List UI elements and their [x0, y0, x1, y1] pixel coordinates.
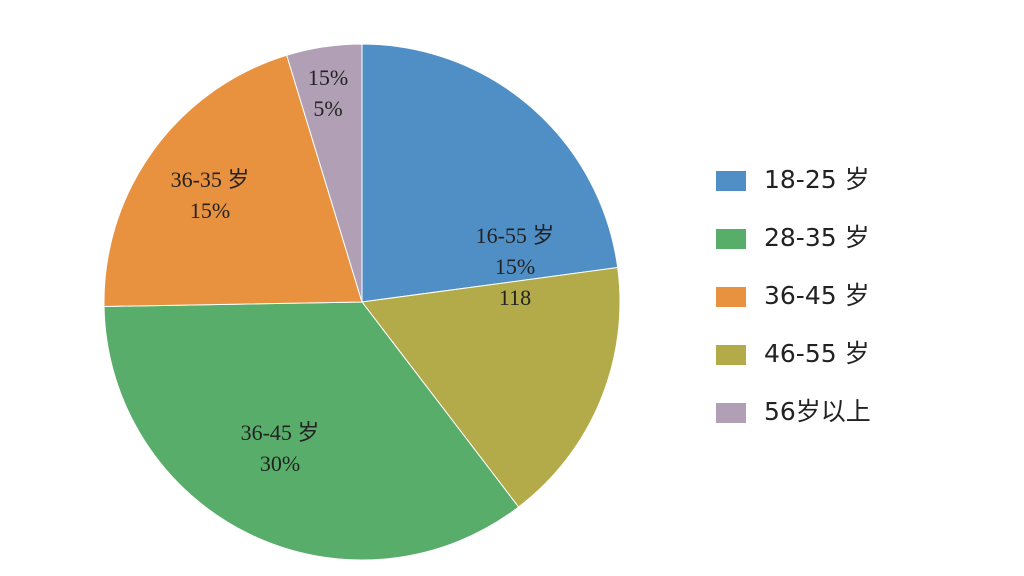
slice-label: 15% — [308, 65, 348, 90]
legend-swatch — [716, 345, 746, 365]
pie-slice — [361, 43, 619, 303]
legend-label: 36-45 岁 — [764, 281, 870, 310]
pie-slice — [103, 54, 363, 307]
legend-swatch — [716, 403, 746, 423]
slice-label: 5% — [313, 96, 342, 121]
legend-label: 18-25 岁 — [764, 165, 870, 194]
slice-label: 15% — [495, 254, 535, 279]
slice-label: 15% — [190, 198, 230, 223]
slice-label: 36-35 岁 — [171, 167, 250, 192]
legend-label: 56岁以上 — [764, 397, 871, 426]
pie-slice — [361, 266, 621, 508]
slice-label: 118 — [499, 285, 531, 310]
slice-label: 36-45 岁 — [241, 420, 320, 445]
legend-label: 28-35 岁 — [764, 223, 870, 252]
legend-swatch — [716, 287, 746, 307]
slice-label: 16-55 岁 — [476, 223, 555, 248]
slice-label: 30% — [260, 451, 300, 476]
legend-swatch — [716, 229, 746, 249]
pie-slice — [103, 301, 520, 561]
legend-swatch — [716, 171, 746, 191]
legend-label: 46-55 岁 — [764, 339, 870, 368]
pie-slice — [286, 43, 363, 303]
